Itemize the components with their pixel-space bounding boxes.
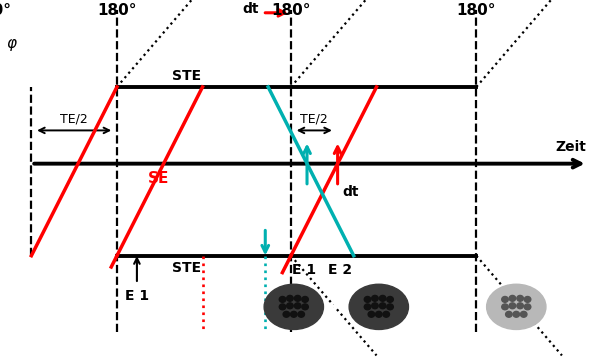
Circle shape — [513, 311, 519, 317]
Circle shape — [521, 311, 527, 317]
Circle shape — [509, 295, 516, 301]
Ellipse shape — [264, 284, 323, 329]
Ellipse shape — [349, 284, 409, 329]
Text: E 2: E 2 — [328, 263, 353, 277]
Text: STE: STE — [173, 261, 201, 275]
Circle shape — [524, 296, 531, 303]
Circle shape — [287, 295, 293, 301]
Text: dt: dt — [242, 2, 258, 16]
Text: TE/2: TE/2 — [301, 112, 328, 125]
Circle shape — [517, 303, 524, 309]
Text: 180°: 180° — [97, 3, 137, 18]
Text: 90°: 90° — [0, 3, 11, 18]
Circle shape — [371, 303, 378, 309]
Circle shape — [298, 311, 304, 317]
Text: SE: SE — [149, 171, 170, 186]
Circle shape — [376, 311, 382, 317]
Circle shape — [283, 311, 290, 317]
Circle shape — [379, 303, 386, 309]
Text: 180°: 180° — [271, 3, 311, 18]
Circle shape — [364, 296, 371, 303]
Circle shape — [379, 295, 386, 301]
Circle shape — [387, 304, 394, 310]
Circle shape — [291, 311, 297, 317]
Text: STE: STE — [173, 69, 201, 83]
Text: 180°: 180° — [456, 3, 496, 18]
Circle shape — [387, 296, 394, 303]
Text: Zeit: Zeit — [556, 140, 586, 154]
Circle shape — [294, 303, 301, 309]
Circle shape — [502, 296, 509, 303]
Circle shape — [302, 296, 308, 303]
Text: dt: dt — [342, 185, 359, 199]
Circle shape — [383, 311, 389, 317]
Text: φ: φ — [7, 36, 16, 51]
Circle shape — [506, 311, 512, 317]
Circle shape — [279, 304, 286, 310]
Text: E 1: E 1 — [292, 263, 316, 277]
Text: E 1: E 1 — [125, 289, 149, 303]
Circle shape — [368, 311, 374, 317]
Circle shape — [517, 295, 524, 301]
Text: +: + — [326, 298, 341, 316]
Circle shape — [364, 304, 371, 310]
Text: TE/2: TE/2 — [60, 112, 88, 125]
Circle shape — [502, 304, 509, 310]
Circle shape — [294, 295, 301, 301]
Circle shape — [279, 296, 286, 303]
Circle shape — [524, 304, 531, 310]
Circle shape — [509, 303, 516, 309]
Ellipse shape — [486, 284, 546, 329]
Circle shape — [371, 295, 378, 301]
Circle shape — [302, 304, 308, 310]
Circle shape — [287, 303, 293, 309]
